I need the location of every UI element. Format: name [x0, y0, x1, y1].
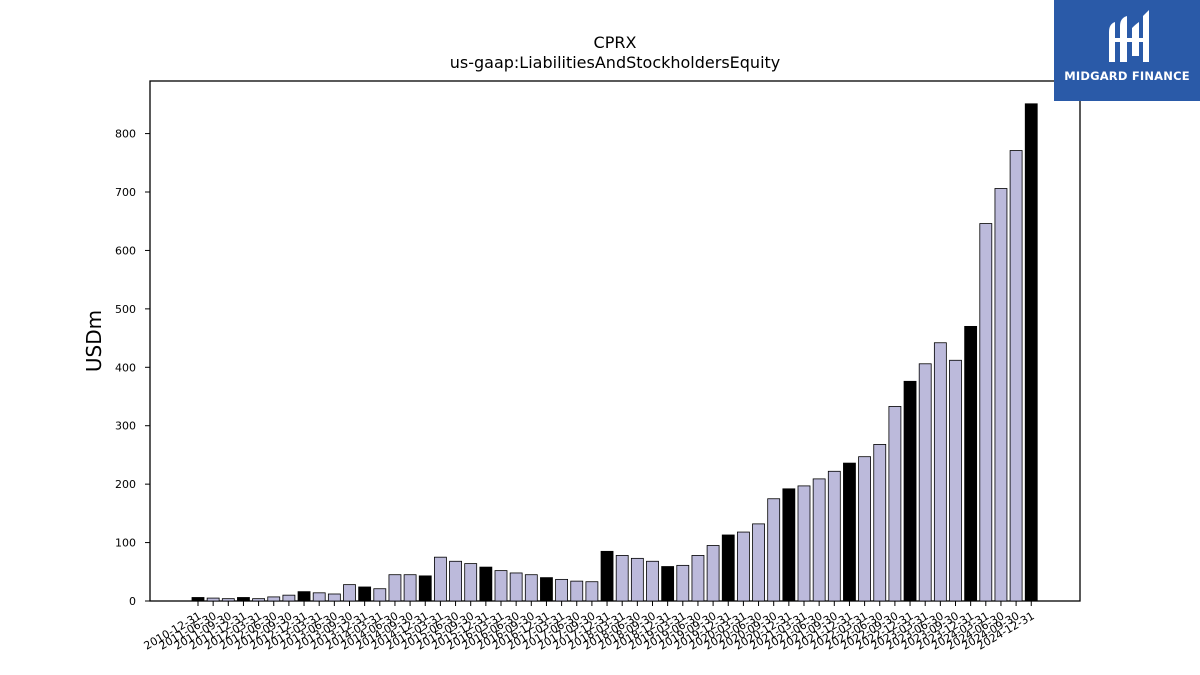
bar-2017-12-31 — [600, 550, 614, 602]
bar-2018-09-30 — [646, 560, 659, 602]
midgard-logo-icon — [1109, 10, 1149, 62]
bar-2021-12-31 — [843, 462, 856, 602]
bar-2011-09-30 — [221, 598, 235, 602]
bar-2024-06-30 — [994, 188, 1008, 602]
bar-2014-12-31 — [418, 575, 432, 602]
bar-2023-06-30 — [933, 342, 947, 602]
bar-2013-09-30 — [343, 584, 356, 602]
bar-2018-12-31 — [661, 566, 675, 602]
x-axis: 2010-12-312011-06-302011-09-302011-12-31… — [142, 601, 1037, 653]
bar-2021-06-30 — [812, 478, 826, 602]
bar-2012-06-30 — [267, 596, 281, 602]
bar-2023-09-30 — [949, 359, 962, 602]
chart-subtitle: us-gaap:LiabilitiesAndStockholdersEquity — [450, 53, 781, 72]
bar-2022-06-30 — [873, 444, 887, 602]
bar-2015-06-30 — [449, 560, 462, 602]
y-tick-label: 400 — [115, 361, 136, 374]
bar-2012-09-30 — [282, 594, 296, 602]
bar-2010-12-31 — [191, 597, 205, 602]
bar-2017-09-30 — [585, 581, 599, 602]
bar-2018-03-31 — [615, 555, 629, 602]
bar-2012-03-31 — [252, 598, 266, 602]
y-tick-label: 600 — [115, 244, 136, 257]
bar-2020-09-30 — [767, 498, 781, 602]
y-tick-label: 200 — [115, 478, 136, 491]
bar-2017-03-31 — [555, 578, 568, 602]
bar-2016-06-30 — [509, 572, 523, 602]
y-tick-label: 700 — [115, 186, 136, 199]
bar-2011-06-30 — [206, 597, 220, 602]
bar-2016-12-31 — [540, 577, 553, 602]
bar-2013-06-30 — [327, 593, 341, 602]
bar-2020-12-31 — [782, 488, 796, 602]
y-axis: 0 100 200 300 400 500 600 700 800 — [115, 128, 150, 608]
bar-2019-06-30 — [691, 555, 705, 602]
bar-2022-09-30 — [888, 406, 902, 602]
bar-2016-09-30 — [524, 574, 538, 602]
y-axis-label: USDm — [82, 310, 106, 372]
bar-2024-03-31 — [979, 223, 993, 602]
bar-2012-12-31 — [297, 591, 311, 602]
bar-2022-03-31 — [858, 456, 871, 602]
chart-title: CPRX — [594, 33, 637, 52]
y-tick-label: 100 — [115, 537, 136, 550]
bar-2014-06-30 — [388, 574, 402, 602]
plot-frame — [149, 80, 1081, 602]
bar-2024-12-31 — [1024, 103, 1038, 602]
bars-group — [191, 103, 1038, 602]
bar-2022-12-31 — [903, 380, 917, 602]
bar-2014-03-31 — [373, 588, 387, 602]
bar-2016-03-31 — [494, 570, 508, 602]
bar-2018-06-30 — [630, 557, 644, 602]
bar-2015-09-30 — [464, 563, 478, 602]
y-tick-label: 300 — [115, 420, 136, 433]
y-tick-label: 800 — [115, 128, 136, 141]
bar-2011-12-31 — [237, 597, 250, 602]
bar-2017-06-30 — [570, 580, 584, 602]
bar-2024-09-30 — [1009, 150, 1023, 602]
bar-2013-12-31 — [358, 586, 372, 602]
bar-2021-03-31 — [797, 485, 811, 602]
bar-2019-09-30 — [706, 545, 720, 602]
bar-2015-12-31 — [479, 566, 493, 602]
bar-2023-12-31 — [964, 325, 978, 602]
bar-2014-09-30 — [403, 574, 417, 602]
y-tick-label: 500 — [115, 303, 136, 316]
bar-2019-12-31 — [721, 534, 735, 602]
bar-2020-06-30 — [752, 523, 765, 602]
bar-2020-03-31 — [737, 531, 750, 602]
logo-text: MIDGARD FINANCE — [1064, 69, 1190, 83]
bar-2023-03-31 — [918, 363, 932, 602]
bar-2019-03-31 — [676, 564, 690, 602]
bar-2013-03-31 — [312, 592, 326, 602]
midgard-finance-logo: MIDGARD FINANCE — [1054, 0, 1200, 101]
bar-2015-03-31 — [433, 556, 447, 602]
bar-2021-09-30 — [827, 470, 841, 602]
y-tick-label: 0 — [129, 595, 136, 608]
